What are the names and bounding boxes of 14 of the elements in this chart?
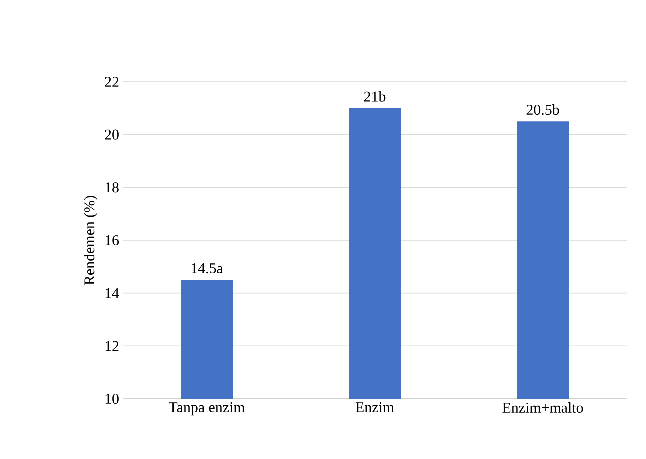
y-tick-label: 12 <box>106 341 119 352</box>
x-tick-label: Enzim <box>356 402 394 412</box>
data-label: 20.5b <box>526 104 560 116</box>
data-label: 14.5a <box>192 264 224 274</box>
y-tick-label: 14 <box>106 288 120 298</box>
y-tick-label: 18 <box>106 182 119 193</box>
x-tick-label: Enzim+malto <box>502 402 584 414</box>
y-tick-label: 10 <box>106 394 119 404</box>
y-tick-label: 22 <box>105 77 119 87</box>
y-tick-label: 20 <box>105 130 119 140</box>
data-label: 21b <box>364 91 386 102</box>
x-tick-label: Tanpa enzim <box>169 402 246 416</box>
y-tick-label: 16 <box>106 235 120 246</box>
y-axis-title: Rendemen (%) <box>84 196 98 286</box>
